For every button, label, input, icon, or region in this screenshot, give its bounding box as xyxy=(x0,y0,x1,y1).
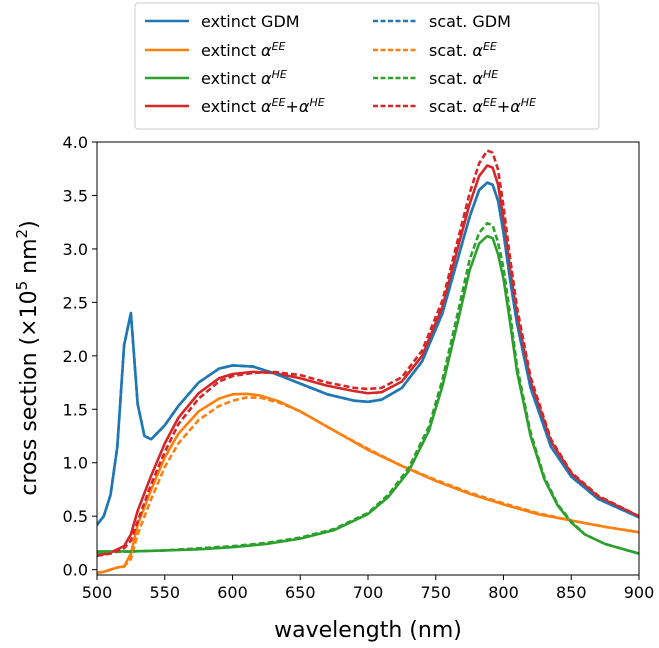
x-tick-label: 900 xyxy=(624,583,655,602)
legend-label: scat. GDM xyxy=(429,12,511,31)
x-tick-label: 850 xyxy=(556,583,587,602)
legend-label: scat. αEE xyxy=(429,40,497,61)
x-tick-label: 500 xyxy=(82,583,113,602)
y-tick-label: 0.5 xyxy=(63,507,88,526)
series-line-3 xyxy=(97,164,639,558)
x-tick-label: 650 xyxy=(285,583,316,602)
x-axis-label: wavelength (nm) xyxy=(274,618,462,643)
series-line-7 xyxy=(97,149,639,558)
legend-label: extinct αEE+αHE xyxy=(201,96,325,117)
x-tick-label: 750 xyxy=(420,583,451,602)
plot-frame xyxy=(96,141,640,576)
y-tick-label: 3.5 xyxy=(63,186,88,205)
legend-label: scat. αEE+αHE xyxy=(429,96,536,117)
series-layer xyxy=(97,149,639,575)
x-tick-label: 800 xyxy=(488,583,519,602)
y-tick-label: 0.0 xyxy=(63,561,88,580)
y-axis-label: cross section (×105 nm2) xyxy=(13,220,42,495)
y-tick-label: 3.0 xyxy=(63,240,88,259)
y-tick-label: 1.5 xyxy=(63,400,88,419)
y-tick-label: 1.0 xyxy=(63,454,88,473)
x-axis: 500 550 600 650 700 750 800 850 900 xyxy=(82,575,655,602)
series-line-6 xyxy=(97,221,639,555)
x-tick-label: 550 xyxy=(149,583,180,602)
legend-label: extinct GDM xyxy=(201,12,300,31)
y-tick-label: 2.5 xyxy=(63,293,88,312)
legend-label: extinct αEE xyxy=(201,40,286,61)
legend-box xyxy=(134,2,600,130)
x-tick-label: 600 xyxy=(217,583,248,602)
legend: extinct GDM extinct αEE extinct αHE extinct… xyxy=(134,2,600,130)
series-line-1 xyxy=(97,392,639,575)
series-line-4 xyxy=(97,181,639,526)
y-tick-label: 4.0 xyxy=(63,133,88,152)
legend-label: scat. αHE xyxy=(429,68,498,89)
y-tick-label: 2.0 xyxy=(63,347,88,366)
series-line-5 xyxy=(97,396,639,575)
series-line-0 xyxy=(97,181,639,527)
legend-label: extinct αHE xyxy=(201,68,287,89)
y-axis: 0.0 0.5 1.0 1.5 2.0 2.5 3.0 3.5 4.0 xyxy=(63,133,97,580)
x-tick-label: 700 xyxy=(353,583,384,602)
